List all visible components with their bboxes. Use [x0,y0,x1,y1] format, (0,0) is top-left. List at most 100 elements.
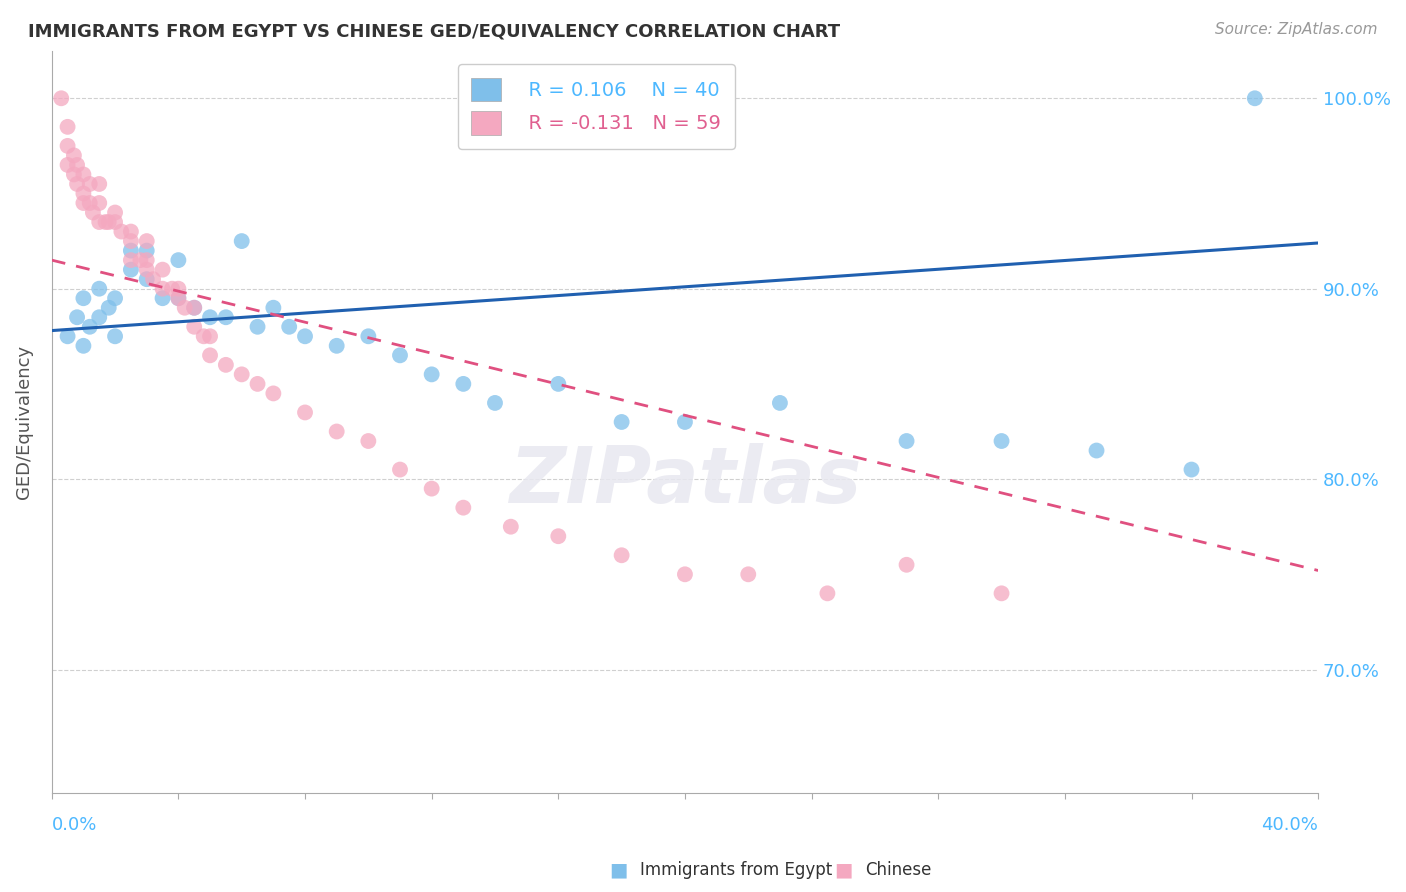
Point [167,253,190,268]
Point [89,196,111,211]
Text: ZIPatlas: ZIPatlas [509,443,860,519]
Point [453,500,475,515]
Point [231,234,253,248]
Text: ■: ■ [834,860,853,880]
Point [357,329,380,343]
Point [135,244,157,258]
Point [56,329,79,343]
Point [79,177,101,191]
Point [388,462,411,476]
Point [325,425,347,439]
Point [120,262,142,277]
Point [66,177,89,191]
Point [135,262,157,277]
Point [104,215,127,229]
Point [388,348,411,362]
Text: Immigrants from Egypt: Immigrants from Egypt [640,861,832,879]
Point [610,548,633,562]
Text: ■: ■ [609,860,628,880]
Point [89,310,111,325]
Point [63,148,86,162]
Point [815,586,838,600]
Point [215,358,238,372]
Point [453,376,475,391]
Point [94,215,117,229]
Point [56,120,79,134]
Point [152,291,174,305]
Point [104,329,127,343]
Point [72,186,94,201]
Point [142,272,165,286]
Point [198,329,221,343]
Point [499,519,522,533]
Point [82,205,104,219]
Point [183,301,205,315]
Text: 40.0%: 40.0% [1261,816,1319,834]
Point [135,253,157,268]
Point [357,434,380,448]
Point [72,339,94,353]
Y-axis label: GED/Equivalency: GED/Equivalency [15,345,32,499]
Point [215,310,238,325]
Point [262,386,284,401]
Point [79,319,101,334]
Point [183,301,205,315]
Point [547,376,569,391]
Point [167,282,190,296]
Point [990,586,1012,600]
Point [167,291,190,305]
Point [66,310,89,325]
Point [89,282,111,296]
Point [120,225,142,239]
Point [1243,91,1265,105]
Point [325,339,347,353]
Point [198,348,221,362]
Point [51,91,73,105]
Point [294,405,316,419]
Point [104,291,127,305]
Point [673,567,696,582]
Text: 0.0%: 0.0% [52,816,97,834]
Point [1085,443,1108,458]
Point [193,329,215,343]
Text: IMMIGRANTS FROM EGYPT VS CHINESE GED/EQUIVALENCY CORRELATION CHART: IMMIGRANTS FROM EGYPT VS CHINESE GED/EQU… [28,22,841,40]
Point [1180,462,1202,476]
Point [990,434,1012,448]
Point [135,272,157,286]
Point [97,215,120,229]
Point [294,329,316,343]
Point [56,139,79,153]
Point [262,301,284,315]
Text: Chinese: Chinese [865,861,931,879]
Point [89,177,111,191]
Point [120,253,142,268]
Point [160,282,183,296]
Point [120,244,142,258]
Point [89,215,111,229]
Point [610,415,633,429]
Point [152,282,174,296]
Point [173,301,195,315]
Point [896,558,918,572]
Point [120,234,142,248]
Point [484,396,506,410]
Point [167,291,190,305]
Point [769,396,792,410]
Point [737,567,759,582]
Point [420,482,443,496]
Legend:   R = 0.106    N = 40,   R = -0.131   N = 59: R = 0.106 N = 40, R = -0.131 N = 59 [458,64,735,148]
Point [72,291,94,305]
Point [72,196,94,211]
Point [896,434,918,448]
Point [97,301,120,315]
Point [183,319,205,334]
Point [547,529,569,543]
Point [246,376,269,391]
Point [129,253,152,268]
Point [420,368,443,382]
Point [198,310,221,325]
Point [278,319,301,334]
Point [231,368,253,382]
Point [63,168,86,182]
Point [135,234,157,248]
